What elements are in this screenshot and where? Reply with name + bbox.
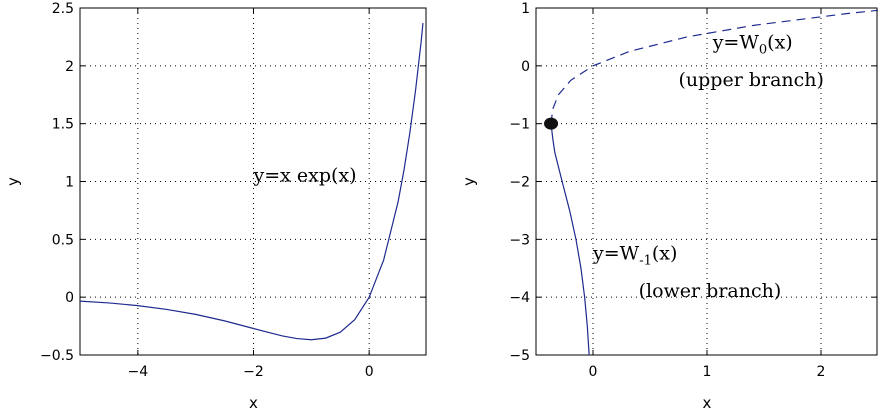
right-annotations: y=W0(x) (upper branch) y=W-1(x) (lower bran… [592,31,824,302]
y-tick-label: 1.5 [52,117,74,133]
x-tick-label: 0 [365,364,374,380]
left-y-axis-label: y [4,177,22,186]
y-tick-label: 0 [65,290,74,306]
right-grid [536,7,878,356]
y-tick-label: −3 [509,232,530,248]
right-y-axis-label: y [460,177,478,186]
right-chart: 0 1 2−5−4−3−2−101 y=W0(x)(upper branch)y=W… [460,1,878,412]
annotation-3: (lower branch) [639,280,782,302]
right-series [544,9,878,355]
annotation-0: y=x exp(x) [253,165,357,187]
left-x-axis-label: x [249,394,258,412]
x-tick-label: −2 [243,364,264,380]
x-tick-label: −4 [128,364,149,380]
branch-point-marker [544,117,559,130]
x-tick-label: 1 [703,364,712,380]
y-tick-label: −5 [509,348,530,364]
left-annotations: y=x exp(x) [253,165,357,187]
series-line-0 [80,22,424,341]
x-tick-label: 0 [589,364,598,380]
y-tick-label: 2.5 [52,1,74,17]
left-chart: −4 −2 0 −0.5 0 0.5 1 1.5 2 2.5 y=x exp(x) x y [4,1,427,412]
series-line-0 [550,9,878,124]
y-tick-label: 1 [65,175,74,191]
y-tick-label: −0.5 [40,348,74,364]
annotation-2: y=W-1(x) [592,243,677,269]
left-series [80,22,424,341]
y-tick-label: 0.5 [52,232,74,248]
y-tick-label: −2 [509,175,530,191]
x-tick-label: 2 [817,364,826,380]
y-tick-label: 1 [521,1,530,17]
annotation-0: y=W0(x) [712,31,793,57]
series-line-1 [550,123,590,355]
right-ticks: 0 1 2 −5 −4 −3 −2 −1 0 1 [509,1,877,380]
y-tick-label: −4 [509,290,530,306]
y-tick-label: −1 [509,117,530,133]
y-tick-label: 0 [521,59,530,75]
y-tick-label: 2 [65,59,74,75]
annotation-1: (upper branch) [679,69,824,91]
right-x-axis-label: x [703,394,712,412]
left-ticks: −4 −2 0 −0.5 0 0.5 1 1.5 2 2.5 [40,1,426,380]
